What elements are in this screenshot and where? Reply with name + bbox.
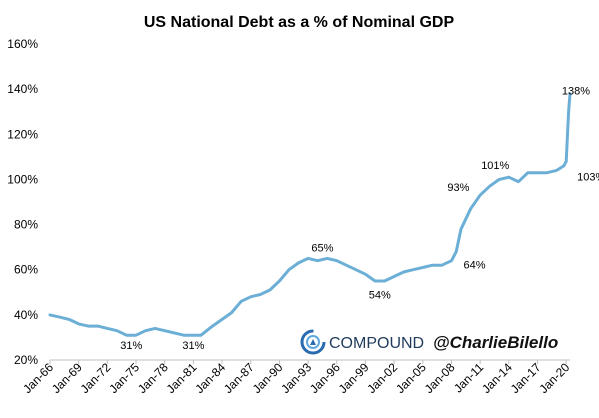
x-tick-label: Jan-96 (307, 360, 343, 396)
x-tick-label: Jan-11 (451, 360, 486, 395)
x-tick-label: Jan-93 (278, 360, 314, 396)
watermark: COMPOUND @CharlieBilello (300, 329, 558, 355)
data-label: 65% (311, 242, 333, 254)
y-axis: 20% 40% 60% 80% 100% 120% 140% 160% (7, 37, 38, 367)
y-tick-label: 80% (14, 218, 38, 232)
x-axis: Jan-66Jan-69Jan-72Jan-75Jan-78Jan-81Jan-… (20, 359, 573, 396)
x-tick-label: Jan-17 (508, 360, 544, 396)
watermark-handle: @CharlieBilello (433, 333, 558, 352)
watermark-brand: COMPOUND (329, 335, 424, 352)
x-tick-label: Jan-75 (106, 360, 142, 396)
y-tick-label: 40% (14, 308, 38, 322)
series-layer (48, 92, 572, 337)
chart-title: US National Debt as a % of Nominal GDP (144, 14, 455, 31)
x-tick-label: Jan-78 (135, 360, 171, 396)
y-tick-label: 120% (7, 127, 38, 141)
x-tick-label: Jan-87 (221, 360, 257, 396)
y-tick-label: 60% (14, 263, 38, 277)
y-tick-label: 160% (7, 37, 38, 51)
y-tick-label: 100% (7, 172, 38, 186)
x-tick-label: Jan-72 (78, 360, 114, 396)
data-label: 101% (481, 160, 509, 172)
data-label: 138% (562, 86, 590, 98)
series-line (48, 92, 572, 337)
x-tick-label: Jan-08 (422, 360, 458, 396)
x-tick-label: Jan-69 (49, 360, 85, 396)
y-tick-label: 140% (7, 82, 38, 96)
x-tick-label: Jan-90 (250, 360, 286, 396)
data-label: 93% (447, 182, 469, 194)
data-label: 54% (369, 289, 391, 301)
x-tick-label: Jan-81 (164, 360, 200, 396)
compound-logo-icon (300, 329, 326, 355)
y-tick-label: 20% (14, 353, 38, 367)
x-tick-label: Jan-14 (479, 360, 515, 396)
data-label: 31% (120, 340, 142, 352)
data-labels: 31% 31% 65% 54% 64% 93% 101% 103% 138% (120, 86, 599, 353)
x-tick-label: Jan-02 (364, 360, 400, 396)
data-label: 64% (463, 260, 485, 272)
x-tick-label: Jan-84 (192, 360, 228, 396)
x-tick-label: Jan-99 (336, 360, 372, 396)
x-tick-label: Jan-20 (536, 360, 572, 396)
data-label: 103% (577, 172, 599, 184)
x-tick-label: Jan-05 (393, 360, 429, 396)
data-label: 31% (182, 340, 204, 352)
